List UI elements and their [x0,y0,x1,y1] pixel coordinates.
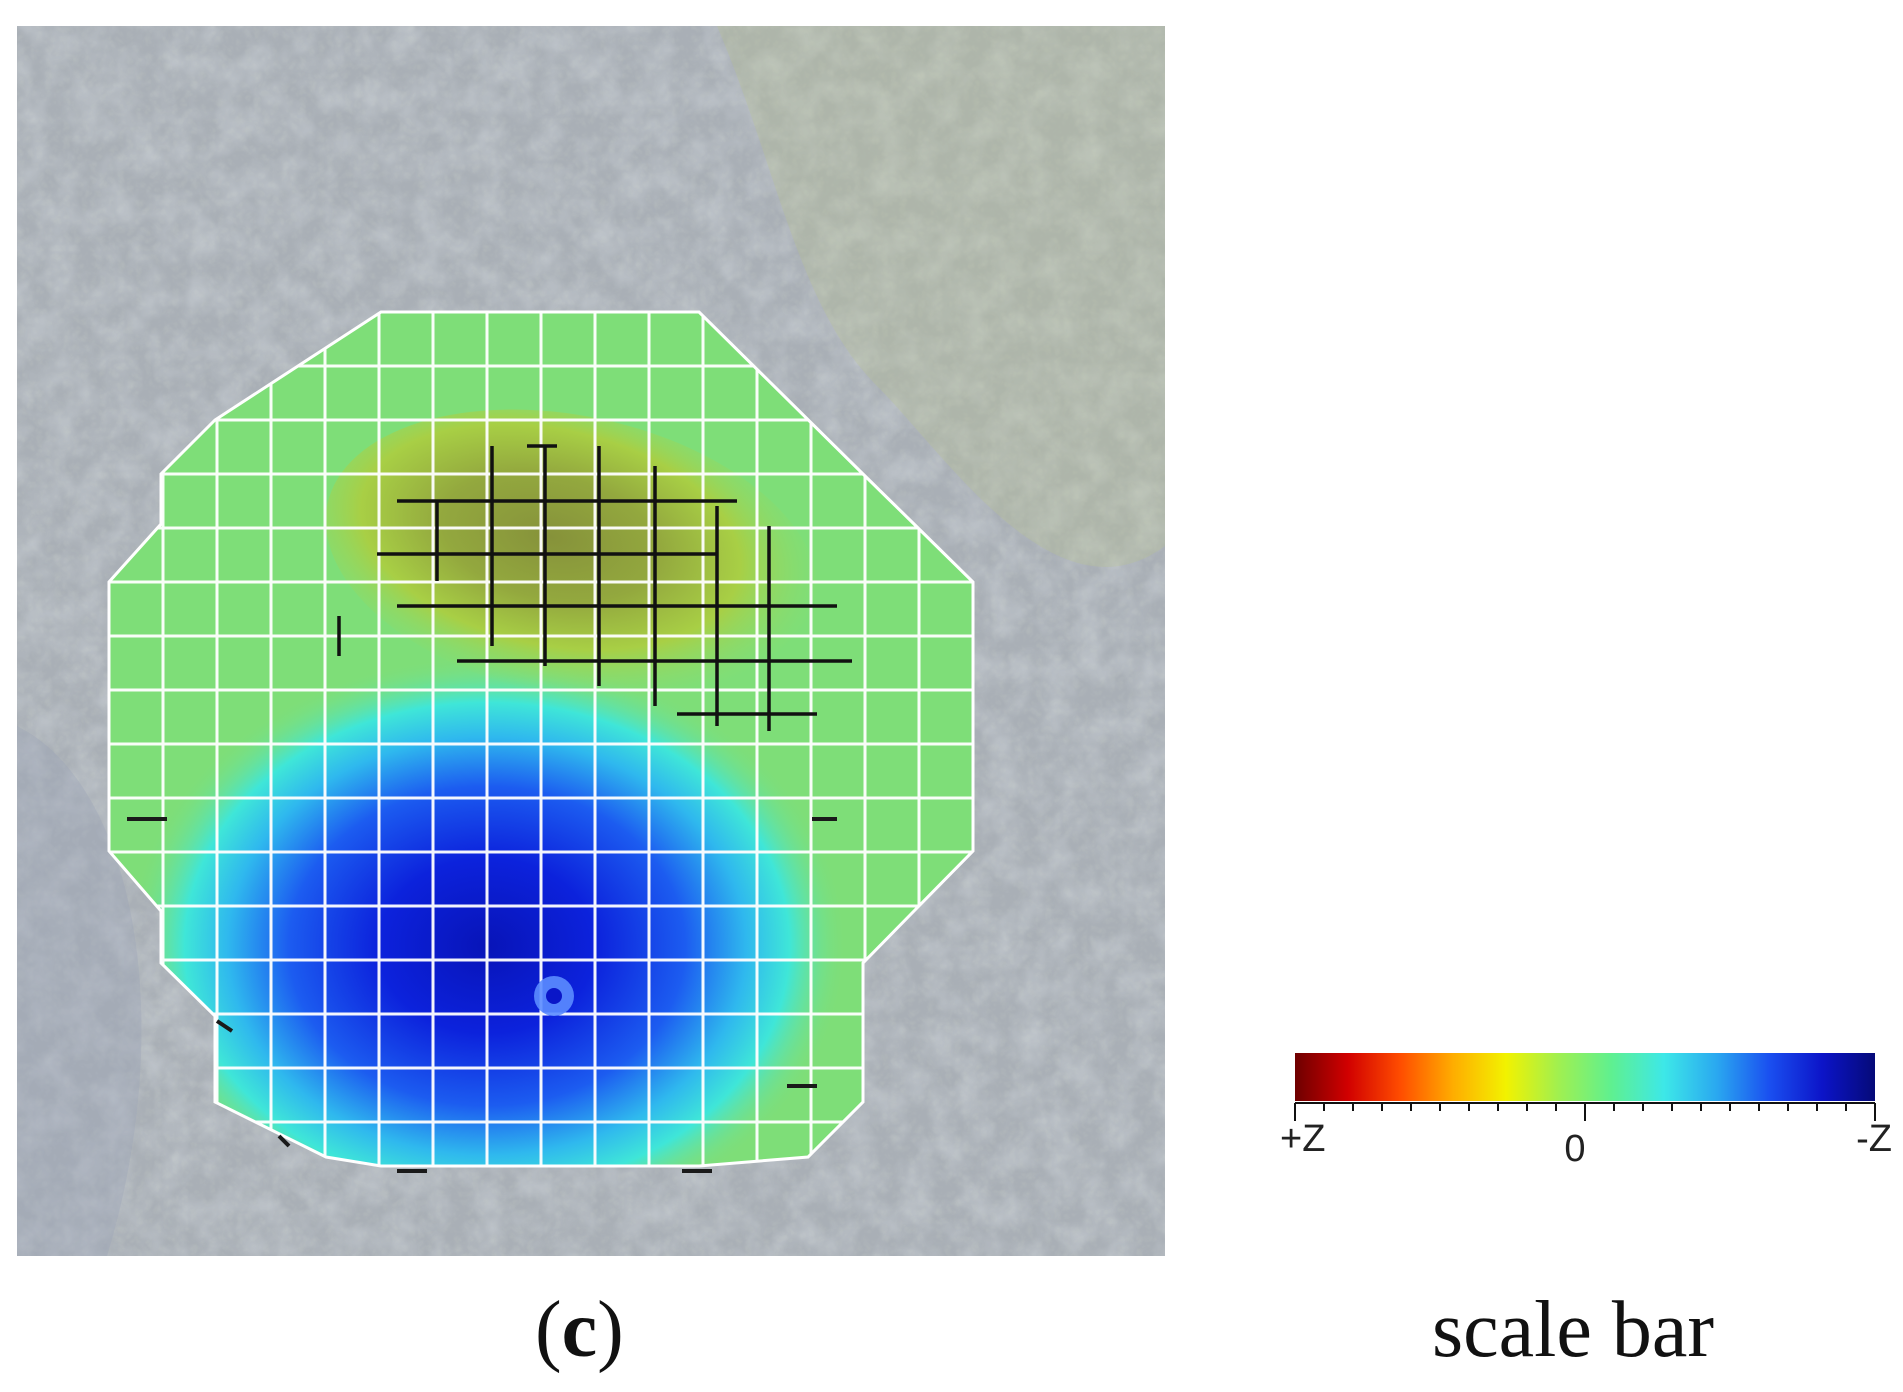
scale-label-negative: -Z [1856,1118,1892,1160]
positive-region-grid [337,444,852,731]
scale-ticks [1294,1103,1876,1121]
color-scale-gradient [1295,1053,1875,1101]
map-outline [107,310,975,1168]
panel-caption: (c) [535,1286,624,1374]
scale-bar-caption: scale bar [1432,1286,1715,1374]
scale-label-positive: +Z [1280,1118,1325,1160]
color-scale-bar: +Z 0 -Z [1280,1053,1892,1170]
probe-marker [534,976,574,1016]
panel-letter: c [561,1286,598,1374]
edge-ticks [127,817,837,1173]
positive-z-region [325,409,819,703]
inspection-photo-with-contour-map [17,26,1165,1256]
scale-label-zero: 0 [1564,1128,1585,1170]
